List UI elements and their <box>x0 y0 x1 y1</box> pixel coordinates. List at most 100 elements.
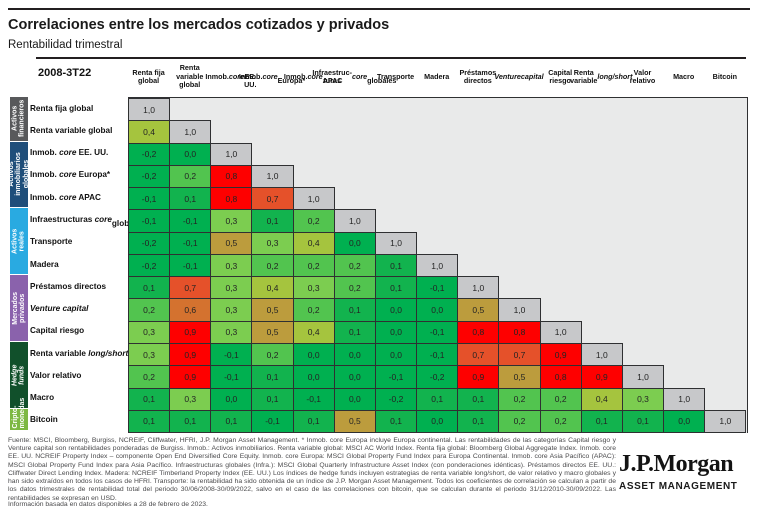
matrix-cell: 0,1 <box>580 409 623 434</box>
matrix-cell: 1,0 <box>457 276 500 300</box>
matrix-cell: -0,2 <box>128 164 171 189</box>
matrix-cell: 0,3 <box>210 209 253 233</box>
matrix-cell: 0,0 <box>416 409 459 434</box>
page-title: Correlaciones entre los mercados cotizad… <box>8 17 390 33</box>
matrix-cell: 0,2 <box>251 253 294 278</box>
matrix-cell: -0,2 <box>128 142 171 166</box>
matrix-cell: 0,3 <box>210 320 253 344</box>
matrix-cell: 0,9 <box>539 342 582 367</box>
matrix-cell: 0,4 <box>251 276 294 300</box>
matrix-cell: 0,6 <box>169 298 212 322</box>
matrix-cell: 0,3 <box>169 387 212 411</box>
matrix-cell: 0,0 <box>333 231 376 255</box>
row-label: Inmob. core Europa* <box>30 170 111 180</box>
matrix-cell: 0,1 <box>374 253 418 278</box>
matrix-cell: -0,1 <box>416 320 459 344</box>
matrix-cell: 0,1 <box>374 409 418 434</box>
column-header: Renta variable long/short <box>570 67 633 85</box>
row-label: Macro <box>30 393 55 403</box>
matrix-cell: 0,7 <box>457 342 500 367</box>
matrix-cell: -0,1 <box>210 342 253 367</box>
matrix-cell: 1,0 <box>539 320 582 344</box>
matrix-cell: 0,0 <box>169 142 212 166</box>
matrix-cell: 0,1 <box>128 276 171 300</box>
matrix-cell: 1,0 <box>416 253 459 278</box>
matrix-cell: -0,2 <box>128 231 171 255</box>
matrix-cell: 1,0 <box>704 409 747 434</box>
row-label: Renta variable long/short <box>30 348 129 358</box>
correlation-matrix: 2008-3T22 Renta fija global Renta variabl… <box>8 57 748 434</box>
category-band: Activos financieros <box>10 97 28 141</box>
row-label: Capital riesgo <box>30 326 85 336</box>
matrix-cell: 0,3 <box>210 298 253 322</box>
matrix-cell: 0,3 <box>128 342 171 367</box>
matrix-cell: 0,3 <box>210 253 253 278</box>
matrix-cell: 0,8 <box>457 320 500 344</box>
matrix-cell: 1,0 <box>580 342 623 367</box>
matrix-cell: -0,2 <box>128 253 171 278</box>
matrix-cell: 0,3 <box>621 387 665 411</box>
row-label: Renta fija global <box>30 103 94 113</box>
jpmorgan-wordmark: J.P.Morgan <box>619 451 734 477</box>
matrix-cell: 0,1 <box>457 409 500 434</box>
column-header: Inmob. core APAC <box>283 71 343 85</box>
column-header: Renta fija global <box>132 67 165 85</box>
matrix-cell: -0,1 <box>292 387 335 411</box>
matrix-cell: 1,0 <box>169 120 212 144</box>
matrix-cell: 1,0 <box>128 98 171 122</box>
matrix-cell: 0,1 <box>251 209 294 233</box>
matrix-cell: 0,7 <box>169 276 212 300</box>
matrix-cell: 0,0 <box>374 342 418 367</box>
matrix-cell: 1,0 <box>663 387 706 411</box>
matrix-cell: 1,0 <box>498 298 541 322</box>
matrix-cell: 0,9 <box>169 365 212 389</box>
matrix-cell: -0,1 <box>128 187 171 211</box>
matrix-cell: -0,1 <box>416 276 459 300</box>
matrix-cell: 0,5 <box>251 320 294 344</box>
column-header: Transporte <box>376 71 415 81</box>
category-band: Cripto- monedas <box>10 397 28 431</box>
matrix-cell: 0,2 <box>333 253 376 278</box>
row-label: Inmob. core EE. UU. <box>30 148 109 158</box>
column-header: Infraestruc- turas core globales <box>312 67 397 85</box>
matrix-cell: 0,4 <box>292 320 335 344</box>
category-band: Hedge funds <box>10 341 28 408</box>
matrix-cell: 0,0 <box>333 365 376 389</box>
row-label: Bitcoin <box>30 415 58 425</box>
matrix-cell: 0,0 <box>333 342 376 367</box>
column-header: Bitcoin <box>712 71 737 81</box>
matrix-cell: 0,9 <box>169 320 212 344</box>
data-availability-note: Información basada en datos disponibles … <box>8 501 208 508</box>
matrix-cell: 0,0 <box>292 342 335 367</box>
matrix-cell: 0,1 <box>457 387 500 411</box>
category-band: Activos inmobiliarios globales <box>8 141 30 208</box>
matrix-cell: 0,1 <box>169 187 212 211</box>
matrix-cell: 0,2 <box>498 387 541 411</box>
matrix-cell: 0,0 <box>374 298 418 322</box>
row-label: Valor relativo <box>30 370 82 380</box>
column-header: Renta variable global <box>176 63 204 90</box>
matrix-cell: 0,2 <box>128 298 171 322</box>
matrix-cell: 0,0 <box>292 365 335 389</box>
matrix-cell: 0,2 <box>251 342 294 367</box>
row-label: Transporte <box>30 237 73 247</box>
column-header: Valor relativo <box>629 67 656 85</box>
matrix-cell: 1,0 <box>292 187 335 211</box>
matrix-cell: 0,0 <box>416 298 459 322</box>
matrix-cell: -0,1 <box>169 231 212 255</box>
category-band: Mercados privados <box>10 275 28 341</box>
matrix-cell: 0,4 <box>580 387 623 411</box>
top-rule <box>8 8 750 10</box>
matrix-cell: 0,4 <box>292 231 335 255</box>
matrix-cell: 0,9 <box>457 365 500 389</box>
matrix-cell: 0,3 <box>251 231 294 255</box>
matrix-cell: 0,2 <box>539 409 582 434</box>
matrix-cell: 0,1 <box>251 365 294 389</box>
column-header: Macro <box>673 71 695 81</box>
matrix-cell: 0,2 <box>498 409 541 434</box>
matrix-cell: 0,5 <box>457 298 500 322</box>
matrix-cell: 0,0 <box>333 387 376 411</box>
matrix-cell: 0,2 <box>292 253 335 278</box>
column-header: Madera <box>424 71 450 81</box>
column-header: Inmob. core Europa* <box>238 71 306 85</box>
